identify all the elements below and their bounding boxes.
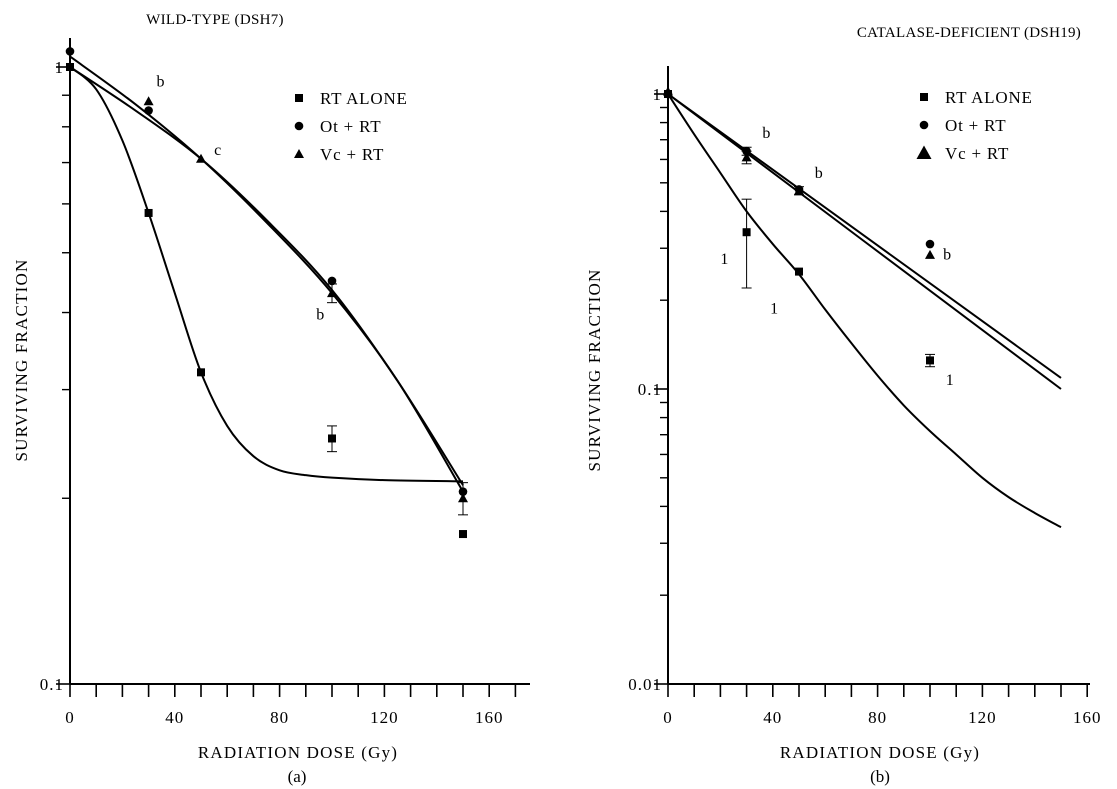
marker-triangle xyxy=(916,145,932,159)
x-tick-label: 160 xyxy=(1073,708,1102,727)
y-tick-label: 0.01 xyxy=(628,675,662,694)
series-curve xyxy=(667,93,1062,379)
y-axis-label: SURVIVING FRACTION xyxy=(12,259,31,462)
marker-square xyxy=(742,228,751,237)
x-tick-label: 80 xyxy=(270,708,289,727)
legend-entry-label: Ot + RT xyxy=(320,117,381,136)
annotation-label: b xyxy=(762,125,770,142)
annotation-label: 1 xyxy=(770,301,778,318)
legend-entry-label: Vc + RT xyxy=(320,145,384,164)
marker-triangle xyxy=(294,149,304,158)
marker-square xyxy=(144,208,153,217)
y-axis-label: SURVIVING FRACTION xyxy=(585,269,604,472)
marker-circle xyxy=(144,106,153,115)
y-tick-label: 0.1 xyxy=(40,675,64,694)
annotation-label: b xyxy=(316,306,324,323)
marker-triangle xyxy=(794,185,804,195)
series-curve xyxy=(667,93,1062,390)
x-tick-label: 40 xyxy=(763,708,782,727)
x-tick-label: 0 xyxy=(663,708,673,727)
series-curve xyxy=(69,66,464,483)
panel-label: (b) xyxy=(870,767,890,786)
series-curve xyxy=(69,55,464,493)
marker-square xyxy=(66,63,74,71)
marker-square xyxy=(920,93,928,101)
marker-square xyxy=(197,368,205,377)
x-tick-label: 120 xyxy=(370,708,399,727)
y-tick-label: 1 xyxy=(55,58,65,77)
marker-square xyxy=(795,267,803,276)
marker-circle xyxy=(919,120,929,130)
y-tick-label: 1 xyxy=(653,85,663,104)
marker-circle xyxy=(925,239,935,249)
legend-entry-label: RT ALONE xyxy=(320,89,408,108)
chart-panel-a: 0 40 80 120 160 0.1 1 WILD-TYPE (DSH7) RADIATION… xyxy=(12,12,530,786)
chart-title: WILD-TYPE (DSH7) xyxy=(146,12,284,28)
marker-circle xyxy=(294,121,304,131)
marker-triangle xyxy=(741,152,752,162)
legend-entry-label: RT ALONE xyxy=(945,88,1033,107)
marker-square xyxy=(295,94,303,102)
y-tick-label: 0.1 xyxy=(638,380,662,399)
series-curve xyxy=(69,66,464,486)
marker-circle xyxy=(65,47,75,56)
annotation-label: b xyxy=(943,246,951,263)
x-tick-label: 160 xyxy=(475,708,504,727)
chart-panel-b: 0 40 80 120 160 0.01 0.1 1 CATALASE-DEFICIENT (D… xyxy=(585,25,1102,786)
marker-triangle xyxy=(327,288,337,298)
x-tick-label: 40 xyxy=(165,708,184,727)
annotation-label: b xyxy=(815,165,823,182)
marker-square xyxy=(926,356,934,365)
marker-triangle xyxy=(143,96,154,106)
x-axis-label: RADIATION DOSE (Gy) xyxy=(198,743,398,762)
annotation-label: b xyxy=(156,73,164,90)
panel-label: (a) xyxy=(288,767,307,786)
legend-entry-label: Vc + RT xyxy=(945,144,1009,163)
marker-triangle xyxy=(458,493,468,503)
marker-triangle xyxy=(196,153,206,163)
legend-entry-label: Ot + RT xyxy=(945,116,1006,135)
series-curve xyxy=(667,93,1062,529)
marker-triangle xyxy=(925,249,935,259)
annotation-label: 1 xyxy=(946,372,954,389)
marker-square xyxy=(459,530,467,539)
marker-square xyxy=(328,434,336,443)
x-axis-label: RADIATION DOSE (Gy) xyxy=(780,743,980,762)
marker-triangle xyxy=(663,86,673,96)
x-tick-label: 0 xyxy=(65,708,75,727)
annotation-label: 1 xyxy=(720,251,728,268)
marker-circle xyxy=(327,276,337,286)
x-tick-label: 120 xyxy=(968,708,997,727)
annotation-label: c xyxy=(214,142,221,159)
x-tick-label: 80 xyxy=(868,708,887,727)
chart-title: CATALASE-DEFICIENT (DSH19) xyxy=(857,25,1081,41)
